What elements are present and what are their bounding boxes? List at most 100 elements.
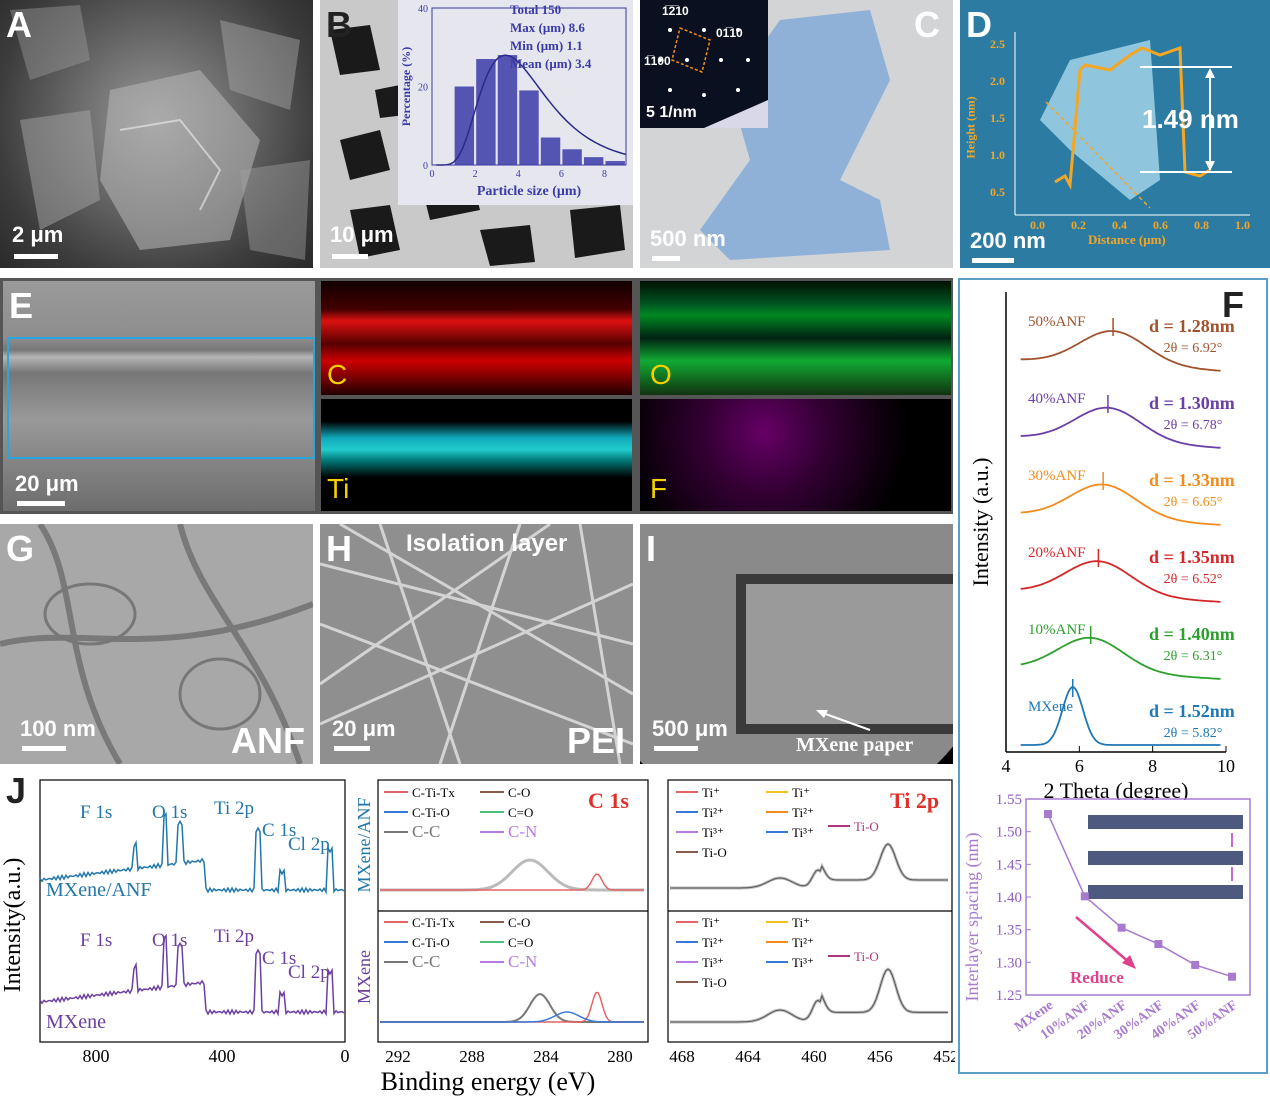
c1s-legend-label: C-Ti-O bbox=[412, 935, 450, 950]
hist-y-tick: 40 bbox=[418, 4, 428, 15]
eds-map-o: O bbox=[640, 281, 951, 395]
hist-stat: Total 150 bbox=[510, 2, 561, 17]
hist-bar bbox=[497, 55, 518, 165]
scale-label-c: 500 nm bbox=[650, 226, 726, 251]
ti2p-legend-label: Ti²⁺ bbox=[792, 805, 814, 820]
scale-bar-c bbox=[652, 256, 680, 261]
scale-label-i: 500 μm bbox=[652, 716, 728, 741]
c1s-legend-label: C-Ti-Tx bbox=[412, 785, 455, 800]
xrd-chart: 4 6 8 102 Theta (degree)Intensity (a.u.)50%… bbox=[968, 292, 1235, 803]
scale-label-e: 20 μm bbox=[15, 471, 79, 496]
c1s-legend-label: C-Ti-Tx bbox=[412, 915, 455, 930]
eds-map-ti: Ti bbox=[321, 399, 632, 511]
panel-letter-h: H bbox=[326, 528, 352, 569]
scale-bar-i bbox=[654, 746, 698, 751]
c1s-legend-label: C-C bbox=[412, 822, 440, 841]
spacing-point bbox=[1228, 972, 1236, 981]
survey-peak-bottom: Cl 2p bbox=[288, 962, 330, 983]
xrd-x-tick-label: 6 bbox=[1075, 756, 1084, 776]
survey-x-tick: 400 bbox=[209, 1046, 236, 1066]
c1s-component bbox=[380, 992, 644, 1023]
scale-label-b: 10 μm bbox=[330, 222, 394, 247]
hist-x-tick: 6 bbox=[559, 169, 564, 180]
survey-peak-bottom: F 1s bbox=[80, 930, 112, 951]
c1s-legend-label: C-Ti-O bbox=[412, 805, 450, 820]
scale-label-h: 20 μm bbox=[332, 716, 396, 741]
spacing-y-tick-label: 1.40 bbox=[996, 890, 1022, 906]
c1s-title: C 1s bbox=[588, 788, 629, 813]
survey-peak-top: F 1s bbox=[80, 802, 112, 823]
xrd-series-name: 30%ANF bbox=[1028, 468, 1086, 484]
hist-stat: Min (μm) 1.1 bbox=[510, 38, 583, 53]
c1s-side-top: MXene/ANF bbox=[354, 798, 374, 893]
ti2p-legend-label: Ti⁺ bbox=[702, 785, 720, 800]
ti2p-legend-label: Ti³⁺ bbox=[792, 825, 814, 840]
hist-bar bbox=[605, 161, 625, 165]
ti2p-x-tick: 460 bbox=[801, 1047, 827, 1066]
xrd-theta-label: 2θ = 6.52° bbox=[1164, 572, 1223, 587]
c1s-legend-label: C-N bbox=[508, 822, 537, 841]
saed-pattern bbox=[658, 26, 768, 128]
ti2p-fit bbox=[670, 968, 948, 1023]
xrd-curve bbox=[1020, 636, 1221, 680]
hist-bar bbox=[519, 90, 539, 165]
reduce-arrow bbox=[1075, 916, 1131, 964]
xrd-curve bbox=[1020, 330, 1221, 372]
c1s-legend-label: C-O bbox=[508, 785, 530, 800]
survey-curve-top bbox=[39, 811, 345, 895]
spacing-point bbox=[1117, 923, 1126, 932]
hist-y-tick: 20 bbox=[418, 83, 428, 94]
scale-bar-h bbox=[334, 746, 370, 751]
afm-x-tick: 0.0 bbox=[1030, 218, 1045, 232]
c1s-component bbox=[380, 873, 644, 891]
survey-peak-bottom: O 1s bbox=[152, 930, 187, 951]
saed-inset: 1̅2̅10 01̅10 1̅100 5 1/nm bbox=[640, 0, 768, 128]
saed-index-1: 1̅2̅10 bbox=[662, 4, 689, 18]
xrd-series-name: 40%ANF bbox=[1028, 391, 1086, 407]
xrd-curve bbox=[1020, 686, 1221, 746]
xrd-x-tick-label: 10 bbox=[1217, 756, 1235, 776]
saed-scale-label: 5 1/nm bbox=[646, 104, 697, 121]
ti2p-legend-label: Ti³⁺ bbox=[702, 955, 724, 970]
c1s-x-tick: 284 bbox=[533, 1047, 559, 1066]
xrd-ylabel: Intensity (a.u.) bbox=[968, 458, 993, 587]
hist-x-tick: 8 bbox=[602, 169, 607, 180]
spacing-point bbox=[1191, 960, 1200, 969]
survey-peak-bottom: Ti 2p bbox=[214, 926, 254, 947]
saed-index-2: 01̅10 bbox=[716, 26, 743, 40]
xrd-series-name: 20%ANF bbox=[1028, 545, 1086, 561]
afm-y-tick: 2.0 bbox=[990, 74, 1005, 88]
layer-sheet bbox=[1088, 885, 1243, 899]
survey-x-tick: 800 bbox=[83, 1046, 110, 1066]
c1s-legend-label: C-C bbox=[412, 952, 440, 971]
xps-xlabel: Binding energy (eV) bbox=[381, 1067, 596, 1096]
xrd-series-name: 10%ANF bbox=[1028, 622, 1086, 638]
afm-y-tick: 0.5 bbox=[990, 185, 1005, 199]
spacing-point bbox=[1044, 810, 1052, 819]
c1s-legend-label: C-N bbox=[508, 952, 537, 971]
panel-letter-i: I bbox=[646, 528, 657, 569]
afm-x-tick: 0.8 bbox=[1194, 218, 1209, 232]
element-label-o: O bbox=[650, 359, 672, 390]
arrow-icon bbox=[816, 710, 871, 731]
ti2p-legend-label: Ti-O bbox=[702, 845, 727, 860]
hist-stat: Mean (μm) 3.4 bbox=[510, 56, 592, 71]
xrd-curve bbox=[1020, 483, 1221, 526]
element-label-c: C bbox=[327, 359, 348, 390]
afm-y-tick: 1.0 bbox=[990, 148, 1005, 162]
survey-x-tick: 0 bbox=[341, 1046, 350, 1066]
eds-map-c: C bbox=[321, 281, 632, 395]
selection-box bbox=[7, 337, 315, 459]
reduce-arrowhead bbox=[1122, 955, 1136, 969]
survey-peak-top: O 1s bbox=[152, 802, 187, 823]
panel-h-sem: Isolation layer H 20 μm PEI bbox=[320, 524, 633, 764]
panel-d-afm: D 1.49 nm Height (nm) Distance (μm) 0.0 0… bbox=[960, 0, 1270, 268]
c1s-x-tick: 288 bbox=[459, 1047, 485, 1066]
xrd-x-tick-label: 4 bbox=[1002, 756, 1011, 776]
ti2p-legend-label: Ti³⁺ bbox=[702, 825, 724, 840]
panel-e-frame: E 20 μm C O Ti F bbox=[0, 278, 953, 514]
spacing-point bbox=[1154, 940, 1163, 949]
panel-letter-f: F bbox=[1222, 284, 1244, 325]
scale-bar-b bbox=[332, 254, 368, 259]
hist-bar bbox=[454, 86, 475, 165]
